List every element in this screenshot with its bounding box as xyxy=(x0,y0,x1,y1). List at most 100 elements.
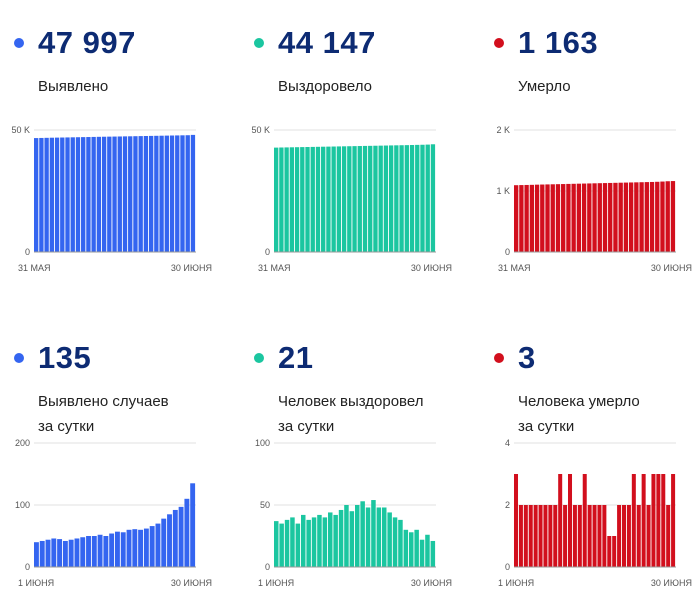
bar xyxy=(344,505,349,567)
bar xyxy=(602,183,608,252)
bar xyxy=(543,505,548,567)
stat-value: 47 997 xyxy=(38,25,136,60)
bar xyxy=(563,505,568,567)
bar xyxy=(178,506,184,567)
y-tick-label: 200 xyxy=(15,438,30,448)
bar xyxy=(394,145,399,252)
stat-value: 44 147 xyxy=(278,25,376,60)
bar xyxy=(184,498,190,567)
bar xyxy=(634,182,639,252)
stat-panel: 47 997 Выявлено 0 50 K 31 МАЯ 30 ИЮНЯ xyxy=(0,0,225,290)
bar xyxy=(97,534,103,567)
bar xyxy=(368,145,373,252)
bar xyxy=(185,135,190,252)
x-tick-label: 31 МАЯ xyxy=(498,263,531,273)
stat-panel: 44 147 Выздоровело 0 50 K 31 МАЯ 30 ИЮНЯ xyxy=(240,0,465,290)
stat-label: Выявлено xyxy=(38,78,109,95)
stat-value: 1 163 xyxy=(518,25,599,60)
bar xyxy=(360,501,365,567)
y-tick-label: 0 xyxy=(265,562,270,572)
bar xyxy=(315,146,321,252)
bar xyxy=(311,517,317,567)
bar xyxy=(34,542,39,567)
bar xyxy=(39,137,44,252)
stat-panel: 21 Человек выздоровел за сутки 0 50 100 1 ИЮНЯ… xyxy=(240,315,465,605)
bar xyxy=(656,474,661,567)
legend-dot-icon xyxy=(494,38,504,48)
bar xyxy=(581,183,587,252)
bar xyxy=(534,184,540,252)
bar xyxy=(91,136,96,252)
bar xyxy=(128,136,133,252)
stat-panel: 1 163 Умерло 0 1 K 2 K 31 МАЯ 30 ИЮНЯ xyxy=(480,0,700,290)
bar-chart: 0 50 100 1 ИЮНЯ 30 ИЮНЯ xyxy=(255,438,452,588)
bar xyxy=(608,182,613,252)
stat-value: 135 xyxy=(38,340,92,375)
bar xyxy=(180,135,185,252)
bar xyxy=(149,526,155,567)
bar xyxy=(636,505,641,567)
bar xyxy=(577,505,582,567)
bar xyxy=(120,532,126,567)
bar xyxy=(362,145,368,252)
bar xyxy=(328,512,333,567)
bar-chart: 0 50 K 31 МАЯ 30 ИЮНЯ xyxy=(11,125,212,273)
bar xyxy=(425,144,430,252)
bar xyxy=(592,505,597,567)
bar xyxy=(420,144,425,252)
bar xyxy=(612,536,617,567)
bar xyxy=(51,538,57,567)
bar xyxy=(122,136,128,252)
bar xyxy=(60,137,65,252)
bar xyxy=(164,135,169,252)
bar xyxy=(301,514,306,567)
y-tick-label: 0 xyxy=(505,562,510,572)
bar xyxy=(414,529,419,567)
x-tick-label: 30 ИЮНЯ xyxy=(411,578,452,588)
bar xyxy=(295,523,301,567)
stat-label: за сутки xyxy=(278,418,335,435)
bar xyxy=(430,540,436,567)
bar xyxy=(597,505,602,567)
bar xyxy=(306,519,311,567)
bar xyxy=(533,505,538,567)
bar xyxy=(548,505,553,567)
y-tick-label: 0 xyxy=(25,247,30,257)
bar xyxy=(86,137,91,252)
bar xyxy=(576,183,582,252)
bar-chart: 0 100 200 1 ИЮНЯ 30 ИЮНЯ xyxy=(15,438,212,588)
bar xyxy=(568,474,573,567)
bar-chart: 0 1 K 2 K 31 МАЯ 30 ИЮНЯ xyxy=(496,125,692,273)
bar xyxy=(571,183,576,252)
y-tick-label: 0 xyxy=(265,247,270,257)
bar xyxy=(376,507,382,567)
bar xyxy=(138,136,143,252)
stat-label: Выздоровело xyxy=(278,78,373,95)
x-tick-label: 1 ИЮНЯ xyxy=(498,578,534,588)
bar xyxy=(279,523,284,567)
x-tick-label: 30 ИЮНЯ xyxy=(651,263,692,273)
y-tick-label: 50 K xyxy=(251,125,270,135)
bar xyxy=(54,137,60,252)
bar xyxy=(112,136,117,252)
stat-label: за сутки xyxy=(518,418,575,435)
bar xyxy=(617,505,622,567)
bar xyxy=(649,181,655,252)
bar xyxy=(159,135,164,252)
bar xyxy=(587,505,592,567)
bar xyxy=(68,539,74,567)
bar xyxy=(660,181,665,252)
bar xyxy=(279,147,284,252)
legend-dot-icon xyxy=(14,353,24,363)
stat-label: Человек выздоровел xyxy=(278,393,424,410)
bar xyxy=(126,529,132,567)
y-tick-label: 50 K xyxy=(11,125,30,135)
bar xyxy=(310,146,315,252)
bar-chart: 0 50 K 31 МАЯ 30 ИЮНЯ xyxy=(251,125,452,273)
bar xyxy=(514,474,519,567)
x-tick-label: 31 МАЯ xyxy=(258,263,291,273)
stat-panel: 3 Человека умерло за сутки 0 2 4 1 ИЮНЯ 30 ИЮНЯ xyxy=(480,315,700,605)
y-tick-label: 2 xyxy=(505,500,510,510)
bar xyxy=(639,182,644,252)
bar xyxy=(326,146,331,252)
